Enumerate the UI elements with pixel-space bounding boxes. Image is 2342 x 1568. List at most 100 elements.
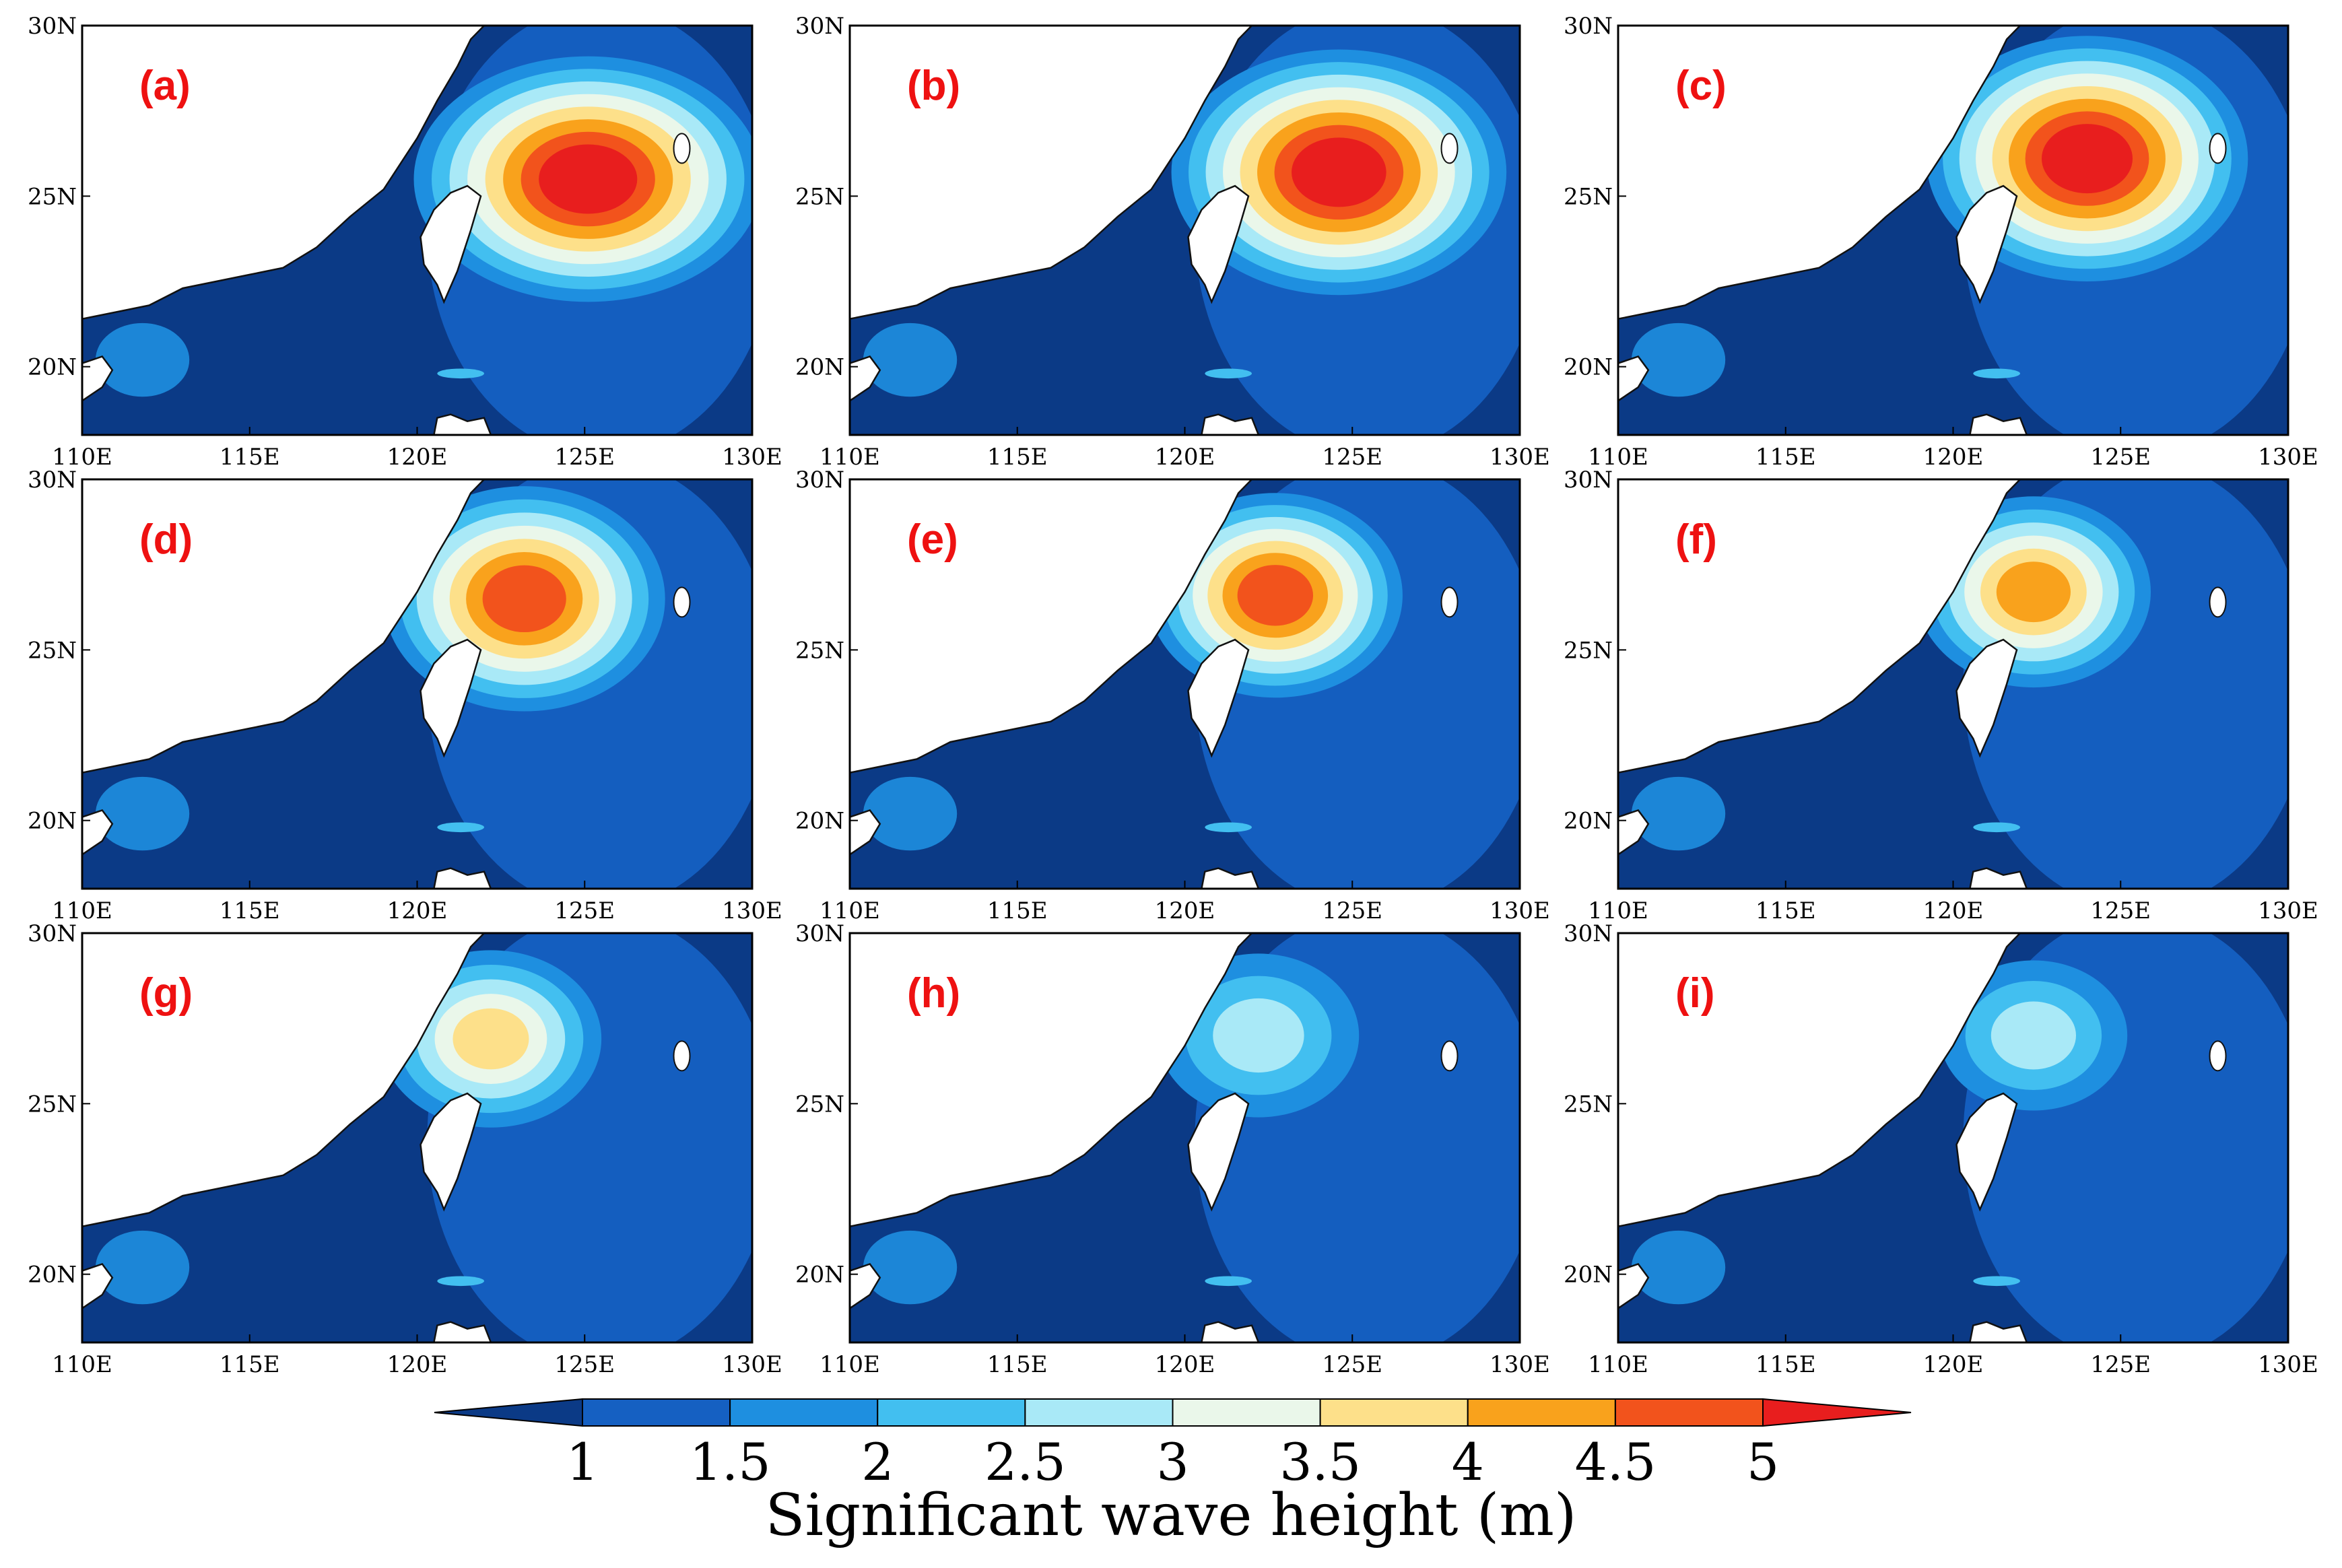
- x-tick-label: 120E: [387, 444, 448, 471]
- x-tick-label: 120E: [1155, 1351, 1215, 1378]
- okinawa-island: [1440, 133, 1459, 164]
- y-tick-label: 30N: [28, 13, 77, 40]
- mainland-china: [850, 479, 1253, 774]
- wave-band: [539, 144, 638, 214]
- x-tick-label: 130E: [1490, 444, 1550, 471]
- y-tick-label: 30N: [1564, 467, 1613, 493]
- colorbar-tick-label: 3: [1156, 1432, 1189, 1492]
- y-tick-label: 20N: [1564, 354, 1613, 381]
- y-tick-label: 20N: [1564, 1262, 1613, 1289]
- x-tick-label: 130E: [722, 897, 782, 924]
- mainland-china: [1618, 479, 2021, 774]
- mainland-china: [1618, 26, 2021, 320]
- wave-band: [2042, 124, 2133, 194]
- luzon-island: [433, 867, 492, 889]
- x-tick-label: 110E: [1588, 1351, 1648, 1378]
- wave-band: [437, 822, 484, 833]
- x-tick-label: 110E: [819, 1351, 880, 1378]
- colorbar-max-arrow: [1762, 1398, 1912, 1427]
- hainan-island: [82, 809, 114, 856]
- x-tick-label: 110E: [1588, 444, 1648, 471]
- x-tick-label: 115E: [1755, 1351, 1816, 1378]
- y-tick-label: 25N: [795, 183, 844, 210]
- colorbar-swatch: [1467, 1398, 1616, 1427]
- map-panel: 110E 115E 120E 125E 130E 20N 25N 30N (i): [1564, 920, 2318, 1378]
- hainan-island: [1618, 809, 1650, 856]
- colorbar-swatch: [729, 1398, 879, 1427]
- y-tick-label: 25N: [795, 637, 844, 664]
- map-panel: 110E 115E 120E 125E 130E 20N 25N 30N (g): [28, 920, 782, 1378]
- x-tick-label: 120E: [1923, 444, 1984, 471]
- wave-band: [1205, 368, 1252, 379]
- y-tick-label: 30N: [795, 13, 844, 40]
- y-tick-label: 25N: [1564, 1091, 1613, 1118]
- panel-label: (b): [907, 63, 960, 109]
- taiwan-island: [1187, 1092, 1250, 1212]
- hainan-island: [1618, 1263, 1650, 1309]
- okinawa-island: [2209, 586, 2227, 618]
- y-tick-label: 20N: [795, 354, 844, 381]
- x-tick-label: 130E: [2258, 1351, 2318, 1378]
- colorbar-tick-label: 2: [861, 1432, 894, 1492]
- x-tick-label: 120E: [1923, 897, 1984, 924]
- colorbar: 1 1.5 2 2.5 3 3.5 4 4.5 5: [434, 1398, 1912, 1492]
- colorbar-swatch: [1319, 1398, 1469, 1427]
- taiwan-island: [1955, 1092, 2018, 1212]
- wave-band: [863, 1230, 958, 1305]
- colorbar-title: Significant wave height (m): [766, 1482, 1577, 1549]
- hainan-island: [82, 1263, 114, 1309]
- luzon-island: [1969, 1321, 2028, 1342]
- wave-band: [863, 776, 958, 851]
- x-tick-label: 115E: [987, 444, 1048, 471]
- colorbar-tick-label: 1: [566, 1432, 599, 1492]
- wave-band: [95, 322, 190, 397]
- x-tick-label: 120E: [1155, 897, 1215, 924]
- y-tick-label: 25N: [28, 637, 77, 664]
- x-tick-label: 130E: [1490, 897, 1550, 924]
- taiwan-island: [1955, 638, 2018, 758]
- panel-label: (h): [907, 970, 960, 1017]
- wave-band: [1205, 1276, 1252, 1287]
- colorbar-tick-label: 4: [1452, 1432, 1484, 1492]
- luzon-island: [1201, 867, 1260, 889]
- hainan-island: [1618, 355, 1650, 402]
- y-tick-label: 25N: [1564, 637, 1613, 664]
- wave-band: [1631, 776, 1726, 851]
- colorbar-min-arrow: [434, 1398, 583, 1427]
- x-tick-label: 130E: [722, 1351, 782, 1378]
- colorbar-tick-label: 2.5: [984, 1432, 1066, 1492]
- okinawa-island: [673, 1040, 691, 1072]
- wave-band: [863, 322, 958, 397]
- colorbar-tick-label: 3.5: [1279, 1432, 1361, 1492]
- luzon-island: [1201, 413, 1260, 435]
- x-tick-label: 130E: [2258, 897, 2318, 924]
- wave-band: [1996, 561, 2071, 623]
- map-panel: 110E 115E 120E 125E 130E 20N 25N 30N (d): [28, 467, 782, 924]
- colorbar-swatch: [1024, 1398, 1174, 1427]
- x-tick-label: 130E: [2258, 444, 2318, 471]
- wave-band: [1631, 322, 1726, 397]
- mainland-china: [850, 933, 1253, 1227]
- taiwan-island: [420, 638, 482, 758]
- x-tick-label: 115E: [1755, 897, 1816, 924]
- colorbar-tick-label: 5: [1747, 1432, 1779, 1492]
- x-tick-label: 125E: [1322, 444, 1382, 471]
- okinawa-island: [1440, 586, 1459, 618]
- colorbar-swatch: [877, 1398, 1026, 1427]
- y-tick-label: 20N: [28, 1262, 77, 1289]
- mainland-china: [1618, 933, 2021, 1227]
- colorbar-swatch: [1172, 1398, 1321, 1427]
- luzon-island: [433, 413, 492, 435]
- wave-band: [1973, 368, 2020, 379]
- taiwan-island: [420, 184, 482, 304]
- y-tick-label: 20N: [28, 808, 77, 835]
- luzon-island: [1969, 867, 2028, 889]
- okinawa-island: [1440, 1040, 1459, 1072]
- wave-band: [1292, 137, 1386, 207]
- y-tick-label: 30N: [795, 467, 844, 493]
- luzon-island: [1201, 1321, 1260, 1342]
- x-tick-label: 115E: [220, 444, 280, 471]
- x-tick-label: 110E: [819, 897, 880, 924]
- map-panel: 110E 115E 120E 125E 130E 20N 25N 30N (f): [1564, 467, 2318, 924]
- x-tick-label: 110E: [819, 444, 880, 471]
